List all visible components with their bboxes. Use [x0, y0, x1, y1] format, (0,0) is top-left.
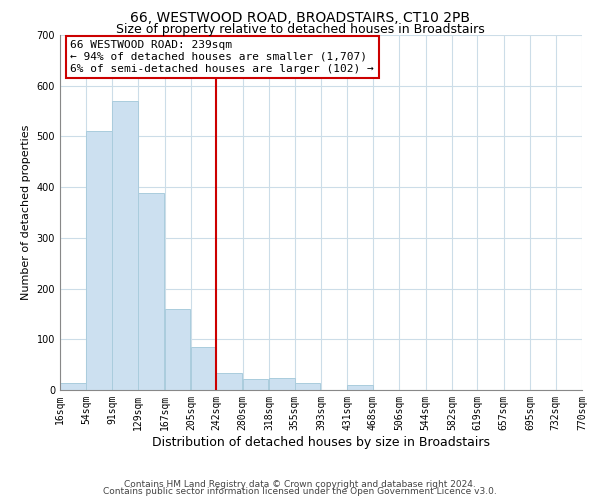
Bar [217, 373, 242, 390]
Text: Size of property relative to detached houses in Broadstairs: Size of property relative to detached ho… [116, 22, 484, 36]
Text: Contains public sector information licensed under the Open Government Licence v3: Contains public sector information licen… [103, 488, 497, 496]
X-axis label: Distribution of detached houses by size in Broadstairs: Distribution of detached houses by size … [152, 436, 490, 448]
Bar [112, 101, 137, 390]
Bar [138, 192, 164, 390]
Bar [191, 348, 217, 390]
Bar [295, 383, 320, 390]
Bar [243, 379, 268, 390]
Bar [164, 309, 190, 390]
Y-axis label: Number of detached properties: Number of detached properties [21, 125, 31, 300]
Text: Contains HM Land Registry data © Crown copyright and database right 2024.: Contains HM Land Registry data © Crown c… [124, 480, 476, 489]
Bar [86, 131, 112, 390]
Bar [347, 385, 373, 390]
Text: 66, WESTWOOD ROAD, BROADSTAIRS, CT10 2PB: 66, WESTWOOD ROAD, BROADSTAIRS, CT10 2PB [130, 11, 470, 25]
Bar [269, 378, 295, 390]
Text: 66 WESTWOOD ROAD: 239sqm
← 94% of detached houses are smaller (1,707)
6% of semi: 66 WESTWOOD ROAD: 239sqm ← 94% of detach… [70, 40, 374, 74]
Bar [60, 384, 86, 390]
